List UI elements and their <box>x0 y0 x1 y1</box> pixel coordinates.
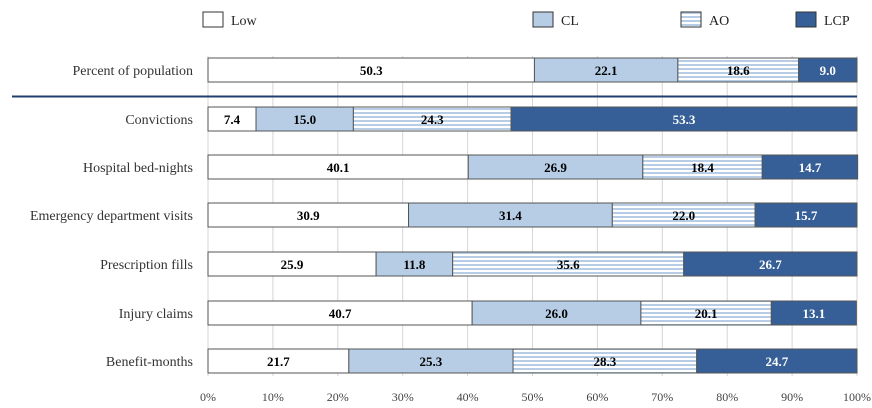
bar-injury-claims-cl <box>471 300 642 326</box>
data-label-percent-of-population-low: 50.3 <box>360 63 383 78</box>
data-label-emergency-department-visits-lcp: 15.7 <box>795 208 818 223</box>
legend-label-ao: AO <box>709 14 729 29</box>
bar-prescription-fills-lcp <box>683 251 858 277</box>
legend-label-lcp: LCP <box>824 14 850 29</box>
x-tick-label-0: 0% <box>200 390 216 404</box>
x-tick-label-1: 10% <box>262 390 284 404</box>
bar-benefit-months-cl <box>348 348 514 374</box>
bar-emergency-department-visits-lcp <box>754 202 858 228</box>
data-label-convictions-lcp: 53.3 <box>673 112 696 127</box>
data-label-hospital-bed-nights-cl: 26.9 <box>544 160 567 175</box>
category-label-convictions: Convictions <box>125 113 193 128</box>
data-label-hospital-bed-nights-lcp: 14.7 <box>799 160 822 175</box>
bar-hospital-bed-nights-cl <box>467 154 644 180</box>
data-label-emergency-department-visits-low: 30.9 <box>297 208 320 223</box>
bar-percent-of-population-ao <box>677 57 800 83</box>
data-label-hospital-bed-nights-ao: 18.4 <box>691 160 714 175</box>
bar-row-percent-of-population: 50.3 22.1 18.6 9.0 <box>207 57 858 83</box>
data-label-injury-claims-low: 40.7 <box>329 306 352 321</box>
data-label-injury-claims-cl: 26.0 <box>545 306 568 321</box>
x-tick-label-2: 20% <box>327 390 349 404</box>
legend-item-low: Low <box>202 11 258 29</box>
bar-convictions-lcp <box>510 106 858 132</box>
x-tick-label-4: 40% <box>457 390 479 404</box>
legend-swatch-ao <box>680 11 702 28</box>
bar-hospital-bed-nights-ao <box>642 154 763 180</box>
bar-convictions-cl <box>255 106 354 132</box>
bar-benefit-months-lcp <box>696 348 858 374</box>
data-label-hospital-bed-nights-low: 40.1 <box>327 160 350 175</box>
bar-convictions-low <box>207 106 257 132</box>
category-label-prescription-fills: Prescription fills <box>100 258 193 273</box>
data-label-prescription-fills-low: 25.9 <box>281 257 304 272</box>
bar-emergency-department-visits-ao <box>611 202 756 228</box>
data-label-emergency-department-visits-cl: 31.4 <box>499 208 522 223</box>
x-tick-label-6: 60% <box>586 390 608 404</box>
data-label-prescription-fills-ao: 35.6 <box>557 257 580 272</box>
category-label-benefit-months: Benefit-months <box>106 355 193 370</box>
bar-prescription-fills-low <box>207 251 377 277</box>
bar-injury-claims-ao <box>640 300 772 326</box>
x-tick-label-9: 90% <box>781 390 803 404</box>
x-tick-label-5: 50% <box>522 390 544 404</box>
data-label-injury-claims-ao: 20.1 <box>695 306 718 321</box>
bar-hospital-bed-nights-lcp <box>761 154 859 180</box>
bar-hospital-bed-nights-low <box>207 154 469 180</box>
bar-convictions-ao <box>352 106 512 132</box>
x-axis-ticks: 0% 10% 20% 30% 40% 50% 60% 70% 80% 90% 100% <box>200 390 871 404</box>
legend-swatch-low <box>202 11 224 28</box>
data-label-convictions-ao: 24.3 <box>421 112 444 127</box>
bar-row-prescription-fills: 25.9 11.8 35.6 26.7 <box>207 251 858 277</box>
data-label-benefit-months-ao: 28.3 <box>593 354 616 369</box>
x-tick-label-7: 70% <box>651 390 673 404</box>
x-tick-label-3: 30% <box>392 390 414 404</box>
category-label-percent-of-population: Percent of population <box>72 64 193 79</box>
bar-percent-of-population-low <box>207 57 535 83</box>
x-tick-label-10: 100% <box>843 390 871 404</box>
data-label-convictions-low: 7.4 <box>224 112 241 127</box>
bar-benefit-months-ao <box>512 348 698 374</box>
legend-item-cl: CL <box>532 11 579 29</box>
legend-label-cl: CL <box>561 14 579 29</box>
bars: 50.3 22.1 18.6 9.0 7.4 15.0 24.3 53.3 40.1 26.9 18… <box>207 57 859 374</box>
legend-item-lcp: LCP <box>795 11 850 29</box>
data-label-prescription-fills-lcp: 26.7 <box>759 257 782 272</box>
data-label-convictions-cl: 15.0 <box>293 112 316 127</box>
bar-benefit-months-low <box>207 348 350 374</box>
data-label-percent-of-population-lcp: 9.0 <box>820 63 836 78</box>
data-label-percent-of-population-cl: 22.1 <box>595 63 618 78</box>
data-label-percent-of-population-ao: 18.6 <box>727 63 750 78</box>
legend: Low CL AO LCP <box>202 11 850 29</box>
bar-row-injury-claims: 40.7 26.0 20.1 13.1 <box>207 300 857 326</box>
bar-injury-claims-low <box>207 300 473 326</box>
legend-item-ao: AO <box>680 11 729 29</box>
legend-swatch-lcp <box>795 11 817 28</box>
legend-swatch-cl <box>532 11 554 28</box>
bar-row-emergency-department-visits: 30.9 31.4 22.0 15.7 <box>207 202 858 228</box>
data-label-benefit-months-lcp: 24.7 <box>765 354 788 369</box>
bar-percent-of-population-lcp <box>798 57 858 83</box>
category-label-hospital-bed-nights: Hospital bed-nights <box>83 161 193 176</box>
data-label-injury-claims-lcp: 13.1 <box>802 306 825 321</box>
data-label-emergency-department-visits-ao: 22.0 <box>672 208 695 223</box>
bar-row-hospital-bed-nights: 40.1 26.9 18.4 14.7 <box>207 154 859 180</box>
x-tick-label-8: 80% <box>716 390 738 404</box>
legend-label-low: Low <box>231 14 258 29</box>
bar-row-convictions: 7.4 15.0 24.3 53.3 <box>207 106 858 132</box>
data-label-benefit-months-cl: 25.3 <box>420 354 443 369</box>
category-label-injury-claims: Injury claims <box>119 307 193 322</box>
data-label-benefit-months-low: 21.7 <box>267 354 290 369</box>
data-label-prescription-fills-cl: 11.8 <box>403 257 426 272</box>
bar-prescription-fills-cl <box>375 251 454 277</box>
bar-injury-claims-lcp <box>770 300 857 326</box>
category-labels: Percent of population Convictions Hospital… <box>30 64 193 370</box>
bar-row-benefit-months: 21.7 25.3 28.3 24.7 <box>207 348 858 374</box>
category-label-emergency-department-visits: Emergency department visits <box>30 209 193 224</box>
